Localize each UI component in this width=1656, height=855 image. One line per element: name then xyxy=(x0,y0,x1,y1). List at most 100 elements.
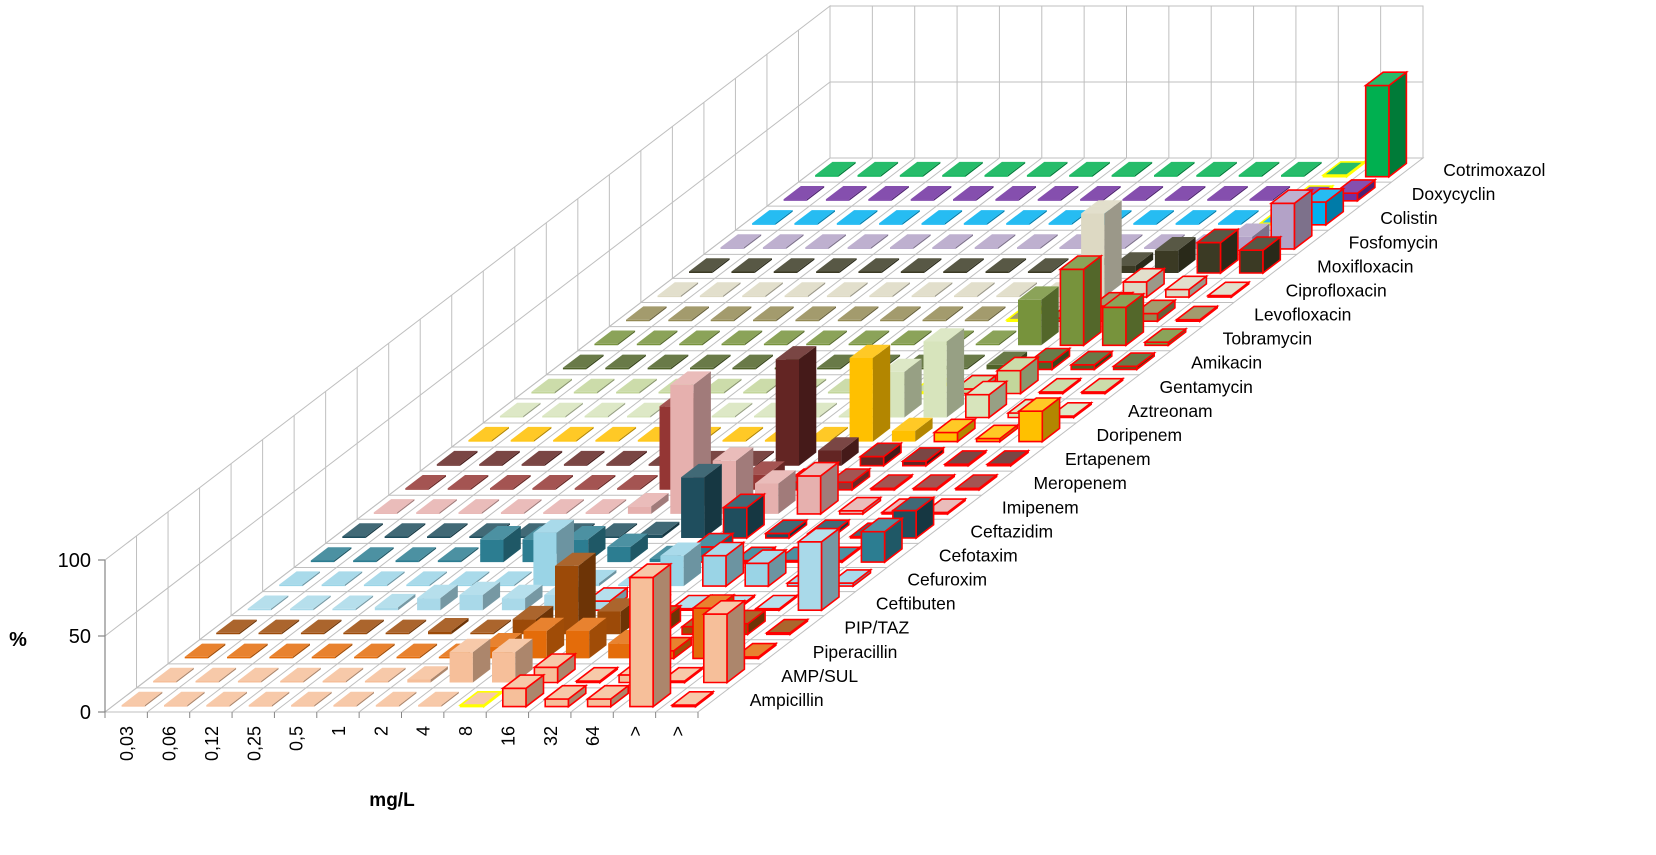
bar-top-face xyxy=(1016,397,1062,413)
bar-front-face xyxy=(891,431,916,442)
bar-side-face xyxy=(683,542,702,587)
bar-top-face xyxy=(542,684,589,700)
bar-top-face xyxy=(563,450,605,465)
bar-front-face xyxy=(1026,175,1051,177)
bar-side-face xyxy=(639,378,657,394)
bar-top-face xyxy=(437,547,479,561)
bar-front-face xyxy=(342,536,366,538)
bar-side-face xyxy=(913,234,931,249)
bar-front-face xyxy=(996,295,1020,298)
bar-front-face xyxy=(449,652,473,683)
bar-side-face xyxy=(1198,210,1217,225)
bar-front-face xyxy=(964,319,989,322)
bar-front-face xyxy=(321,584,345,587)
bar-side-face xyxy=(387,571,405,587)
bar-side-face xyxy=(704,463,722,538)
bar xyxy=(1111,351,1157,372)
bar xyxy=(447,475,489,490)
bar-front-face xyxy=(899,175,924,177)
bar-top-face xyxy=(795,461,841,477)
bar-top-face xyxy=(1249,186,1291,200)
bar-front-face xyxy=(827,391,852,394)
bar-front-face xyxy=(279,584,303,587)
bar-top-face xyxy=(595,426,637,441)
bar-top-face xyxy=(164,691,205,706)
bar-front-face xyxy=(269,656,293,659)
bar-side-face xyxy=(702,330,720,346)
bar-top-face xyxy=(585,499,627,513)
bar-side-face xyxy=(841,437,859,466)
bar-top-face xyxy=(720,234,762,248)
bar-top-face xyxy=(468,426,509,441)
bar-front-face xyxy=(900,271,925,273)
bar-side-face xyxy=(1241,210,1259,225)
bar-top-face xyxy=(763,519,809,535)
bar xyxy=(1164,186,1206,201)
bar-side-face xyxy=(418,547,437,563)
bar-front-face xyxy=(501,687,527,708)
bar-side-face xyxy=(652,562,672,709)
bar-side-face xyxy=(1145,186,1164,201)
bar xyxy=(732,641,779,661)
bar xyxy=(1069,161,1110,177)
bar-top-face xyxy=(562,354,604,368)
bar-front-face xyxy=(584,416,608,418)
bar-front-face xyxy=(595,440,619,442)
floor-gridline-x xyxy=(189,157,916,713)
bar-side-face xyxy=(691,306,709,322)
bar-side-face xyxy=(229,691,247,707)
bar-top-face xyxy=(721,493,767,509)
bar-side-face xyxy=(576,426,594,442)
series-label: Meropenem xyxy=(1033,473,1126,493)
bar-top-face xyxy=(911,474,957,490)
bar xyxy=(121,691,163,707)
bar xyxy=(710,306,752,322)
bar xyxy=(574,475,616,490)
bar-front-face xyxy=(783,199,807,201)
bar-front-face xyxy=(594,343,618,346)
bar xyxy=(184,643,226,659)
bar-top-face xyxy=(343,619,384,633)
bar-side-face xyxy=(377,643,395,659)
bar-front-face xyxy=(470,632,494,635)
bar-top-face xyxy=(996,282,1037,296)
bar-top-face xyxy=(1100,293,1146,309)
bar-front-face xyxy=(1059,247,1083,249)
bar-top-face xyxy=(428,618,469,632)
bar-top-face xyxy=(470,619,511,633)
bar-front-face xyxy=(585,512,609,514)
bar-front-face xyxy=(407,679,431,683)
bar xyxy=(416,499,457,514)
bar xyxy=(722,426,764,442)
bar-top-face xyxy=(773,258,815,272)
bar xyxy=(594,330,636,346)
bar-top-face xyxy=(332,595,374,609)
bar xyxy=(321,571,363,587)
bar-top-face xyxy=(512,605,554,620)
bar-top-face xyxy=(1133,210,1174,224)
bar-front-face xyxy=(1059,268,1085,347)
bar-side-face xyxy=(754,258,772,273)
bar xyxy=(764,617,810,636)
bar-side-face xyxy=(345,667,364,683)
bar-front-face xyxy=(1101,306,1127,347)
bar-top-face xyxy=(300,619,342,633)
bar xyxy=(700,540,746,588)
bar-front-face xyxy=(627,416,651,418)
bar-top-face xyxy=(732,354,773,368)
bar-top-face xyxy=(868,186,909,200)
bar xyxy=(290,595,331,611)
bar xyxy=(333,691,374,707)
bar-front-face xyxy=(1017,247,1041,249)
bar-front-face xyxy=(354,656,378,659)
bar-side-face xyxy=(366,619,384,635)
bar-side-face xyxy=(998,234,1016,249)
bar-front-face xyxy=(1238,249,1264,274)
bar xyxy=(1281,161,1322,177)
series-label: AMP/SUL xyxy=(781,666,858,686)
bar xyxy=(1006,210,1047,225)
bar xyxy=(689,258,730,273)
bar xyxy=(922,497,968,516)
bar-side-face xyxy=(398,593,416,611)
bar-side-face xyxy=(250,643,268,659)
